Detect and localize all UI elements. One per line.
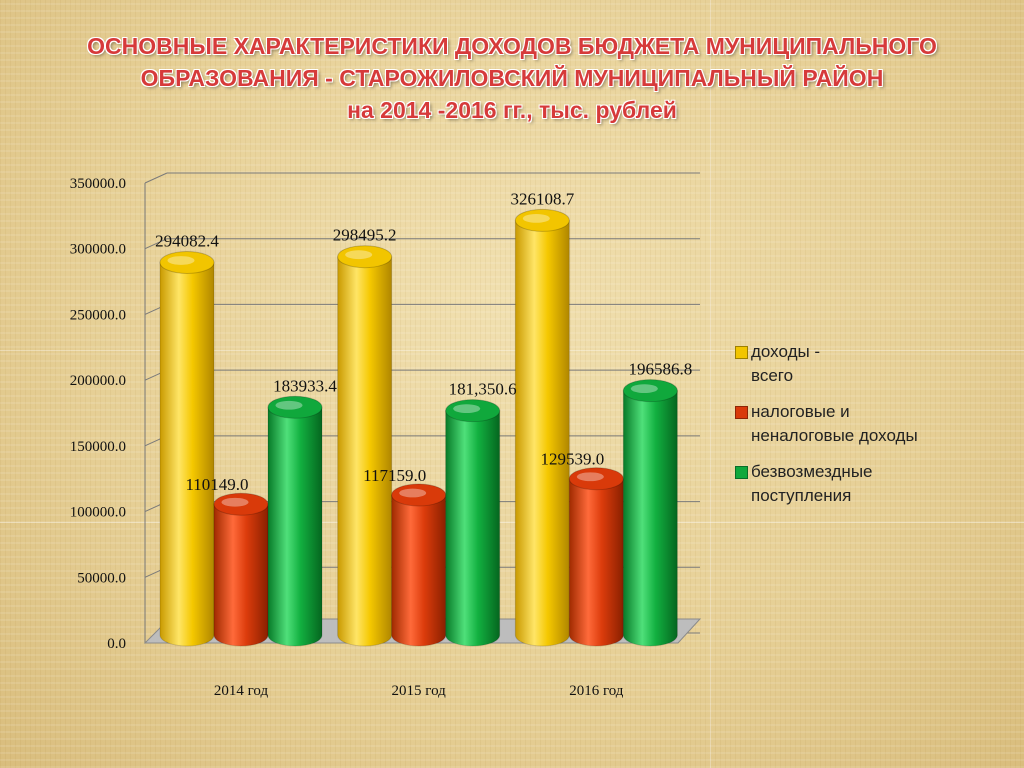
bar-cylinder-body (337, 256, 393, 647)
bar-cylinder-highlight (453, 404, 481, 414)
bar-cylinder-highlight (167, 256, 195, 265)
bar-cylinder-top (445, 399, 501, 423)
bar-cylinder-top (514, 208, 570, 232)
title-line-3: на 2014 -2016 гг., тыс. рублей (347, 97, 677, 123)
bar-cylinder-body (391, 494, 447, 647)
bar-cylinder-highlight (630, 384, 658, 394)
bar-cylinder-body (622, 390, 678, 647)
bar-cylinder-body (159, 261, 215, 647)
bar (568, 467, 624, 647)
data-label: 129539.0 (540, 450, 604, 469)
data-label: 196586.8 (628, 360, 692, 379)
bar (213, 492, 269, 647)
chart-legend: доходы - всего налоговые и неналоговые д… (735, 340, 995, 520)
legend-swatch-red (735, 406, 748, 419)
gridline-depth (144, 172, 168, 184)
y-tick-label: 100000.0 (70, 505, 126, 521)
bar-cylinder-highlight (221, 497, 249, 507)
data-label: 110149.0 (185, 475, 248, 494)
y-tick-label: 150000.0 (70, 439, 126, 455)
bar (267, 395, 323, 647)
bar-cylinder-highlight (522, 214, 550, 223)
x-tick-label: 2016 год (569, 683, 624, 699)
bar (514, 208, 570, 647)
legend-swatch-green (735, 466, 748, 479)
x-axis-tick-labels: 2014 год 2015 год 2016 год (214, 683, 624, 699)
bar-cylinder-body (568, 478, 624, 647)
y-tick-label: 250000.0 (70, 307, 126, 323)
data-label: 298495.2 (333, 226, 397, 245)
gridline-depth (144, 238, 168, 250)
x-tick-label: 2014 год (214, 683, 269, 699)
bar (391, 483, 447, 647)
bar (337, 245, 393, 647)
title-line-1: ОСНОВНЫЕ ХАРАКТЕРИСТИКИ ДОХОДОВ БЮДЖЕТА … (87, 33, 937, 59)
bar-cylinder-highlight (345, 250, 373, 260)
bar-cylinder-body (213, 503, 269, 647)
background-grid-line (0, 522, 1024, 523)
legend-item-grants: безвозмездные поступления (735, 460, 995, 508)
bar-cylinder-highlight (576, 472, 604, 482)
bar-cylinder-top (159, 250, 215, 274)
data-label: 326108.7 (510, 189, 574, 208)
y-tick-label: 50000.0 (77, 570, 126, 586)
data-label: 181,350.6 (449, 380, 517, 399)
legend-item-total: доходы - всего (735, 340, 995, 388)
legend-label: неналоговые доходы (751, 426, 918, 445)
bar (622, 379, 678, 647)
y-tick-label: 350000.0 (70, 176, 126, 192)
data-label: 117159.0 (363, 466, 426, 485)
bar (159, 250, 215, 647)
bar (445, 399, 501, 647)
title-line-2: ОБРАЗОВАНИЯ - СТАРОЖИЛОВСКИЙ МУНИЦИПАЛЬН… (140, 65, 884, 91)
legend-label: поступления (751, 486, 852, 505)
bar-cylinder-top (267, 395, 323, 419)
legend-swatch-yellow (735, 346, 748, 359)
legend-label: налоговые и (751, 402, 850, 421)
chart-title: ОСНОВНЫЕ ХАРАКТЕРИСТИКИ ДОХОДОВ БЮДЖЕТА … (0, 30, 1024, 126)
legend-label: доходы - (751, 342, 821, 361)
bar-series (159, 208, 678, 647)
bar-cylinder-body (514, 219, 570, 647)
bar-cylinder-body (267, 406, 323, 647)
data-labels: 294082.4 110149.0 183933.4 298495.2 117159.0… (155, 189, 692, 494)
data-label: 294082.4 (155, 231, 219, 250)
bar-cylinder-highlight (275, 400, 303, 410)
y-tick-label: 300000.0 (70, 242, 126, 258)
bar-cylinder-highlight (399, 488, 427, 498)
y-axis-tick-labels: 0.0 50000.0 100000.0 150000.0 200000.0 250000… (70, 176, 126, 652)
legend-label: всего (751, 366, 794, 385)
background-grid-line (710, 0, 711, 768)
bar-cylinder-body (445, 410, 501, 647)
x-tick-label: 2015 год (392, 683, 447, 699)
y-tick-label: 0.0 (107, 636, 126, 652)
bar-cylinder-top (622, 379, 678, 403)
y-tick-label: 200000.0 (70, 373, 126, 389)
legend-label: безвозмездные (751, 462, 873, 481)
legend-item-tax: налоговые и неналоговые доходы (735, 400, 995, 448)
data-label: 183933.4 (273, 376, 337, 395)
bar-cylinder-top (337, 245, 393, 269)
background-grid-line (0, 350, 1024, 351)
